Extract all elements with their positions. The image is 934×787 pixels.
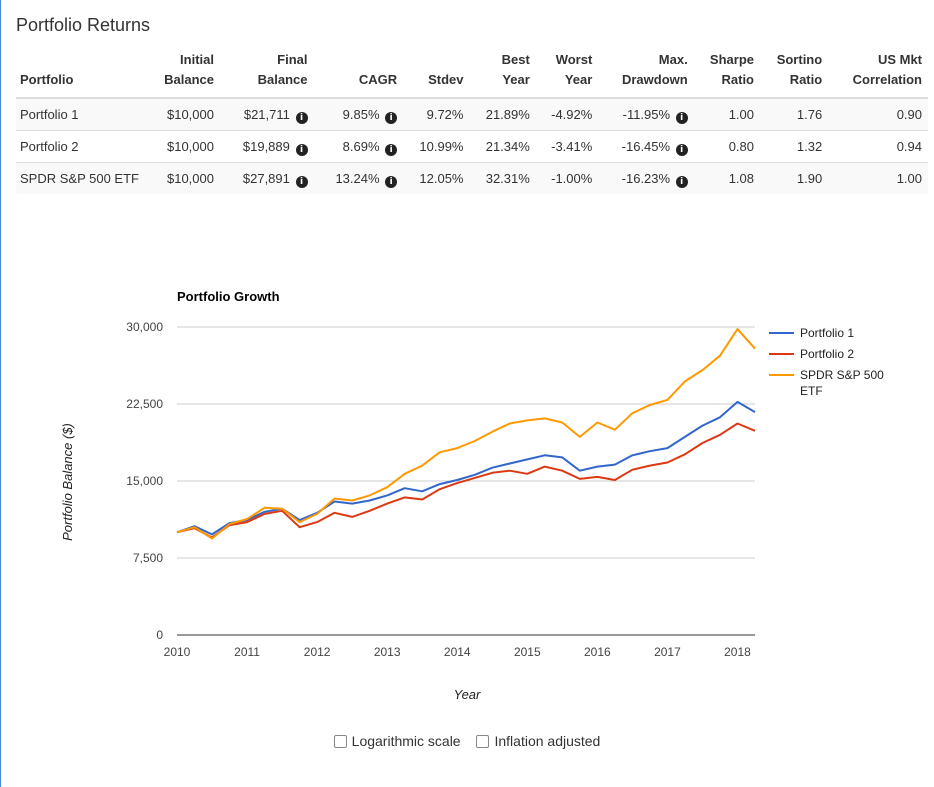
info-icon[interactable]: i bbox=[295, 176, 308, 188]
x-tick-label: 2013 bbox=[374, 645, 401, 659]
table-row: SPDR S&P 500 ETF $10,000 $27,891 i 13.24… bbox=[16, 162, 928, 194]
x-tick-label: 2014 bbox=[444, 645, 471, 659]
info-icon[interactable]: i bbox=[295, 144, 308, 156]
cell-correlation: 0.90 bbox=[828, 97, 928, 131]
cell-worst-year: -1.00% bbox=[535, 162, 599, 194]
col-final-balance: Final Balance bbox=[219, 50, 314, 99]
cell-initial: $10,000 bbox=[146, 97, 220, 131]
chart-options: Logarithmic scale Inflation adjusted bbox=[0, 733, 934, 751]
cell-cagr: 13.24% i bbox=[313, 162, 404, 194]
inflation-label: Inflation adjusted bbox=[494, 733, 601, 749]
y-tick-label: 7,500 bbox=[133, 551, 163, 565]
cell-worst-year: -3.41% bbox=[535, 130, 599, 163]
y-tick-label: 30,000 bbox=[126, 320, 163, 334]
cell-portfolio: SPDR S&P 500 ETF bbox=[16, 162, 146, 194]
col-sharpe-ratio: Sharpe Ratio bbox=[693, 50, 760, 99]
cell-max-drawdown: -11.95% i bbox=[598, 97, 694, 131]
cell-best-year: 21.34% bbox=[469, 130, 536, 163]
x-tick-label: 2018 bbox=[724, 645, 751, 659]
cell-initial: $10,000 bbox=[146, 162, 220, 194]
x-axis-label: Year bbox=[454, 687, 481, 702]
info-icon[interactable]: i bbox=[675, 176, 688, 188]
col-best-year: Best Year bbox=[469, 50, 536, 99]
cell-correlation: 0.94 bbox=[828, 130, 928, 163]
series-line-spdr-s-p-500-etf bbox=[176, 328, 756, 540]
log-scale-checkbox[interactable] bbox=[333, 734, 347, 748]
x-tick-label: 2015 bbox=[514, 645, 541, 659]
portfolio-returns-table: Portfolio Initial Balance Final Balance CA… bbox=[16, 50, 928, 194]
col-stdev: Stdev bbox=[403, 50, 470, 99]
x-tick-label: 2012 bbox=[304, 645, 331, 659]
cell-best-year: 32.31% bbox=[469, 162, 536, 194]
legend-label: Portfolio 2 bbox=[800, 347, 854, 361]
y-tick-label: 0 bbox=[156, 628, 163, 642]
x-tick-label: 2016 bbox=[584, 645, 611, 659]
cell-best-year: 21.89% bbox=[469, 97, 536, 131]
series-line-portfolio-1 bbox=[176, 400, 756, 536]
cell-final: $27,891 i bbox=[219, 162, 314, 194]
cell-cagr: 9.85% i bbox=[313, 97, 404, 131]
cell-sortino: 1.32 bbox=[760, 130, 829, 163]
cell-stdev: 9.72% bbox=[403, 97, 470, 131]
cell-sortino: 1.90 bbox=[760, 162, 829, 194]
legend-label: SPDR S&P 500 ETF bbox=[800, 368, 884, 398]
cell-initial: $10,000 bbox=[146, 130, 220, 163]
table-header-row: Portfolio Initial Balance Final Balance CA… bbox=[16, 50, 928, 99]
left-accent-bar bbox=[0, 0, 1, 787]
cell-final: $19,889 i bbox=[219, 130, 314, 163]
inflation-checkbox[interactable] bbox=[476, 734, 490, 748]
col-cagr: CAGR bbox=[313, 50, 404, 99]
cell-portfolio: Portfolio 2 bbox=[16, 130, 146, 163]
cell-portfolio: Portfolio 1 bbox=[16, 97, 146, 131]
cell-stdev: 10.99% bbox=[403, 130, 470, 163]
info-icon[interactable]: i bbox=[675, 144, 688, 156]
cell-sharpe: 0.80 bbox=[693, 130, 760, 163]
y-tick-label: 22,500 bbox=[126, 397, 163, 411]
log-scale-option[interactable]: Logarithmic scale bbox=[333, 733, 461, 749]
legend-label: Portfolio 1 bbox=[800, 326, 854, 340]
portfolio-growth-chart: Portfolio Growth 0 7,500 15,000 22,500 30,00… bbox=[60, 289, 884, 702]
y-tick-label: 15,000 bbox=[126, 474, 163, 488]
cell-max-drawdown: -16.23% i bbox=[598, 162, 694, 194]
series-line-portfolio-2 bbox=[176, 422, 756, 539]
x-tick-label: 2011 bbox=[234, 645, 260, 659]
info-icon[interactable]: i bbox=[385, 112, 398, 124]
log-scale-label: Logarithmic scale bbox=[351, 733, 461, 749]
table-row: Portfolio 1 $10,000 $21,711 i 9.85% i 9.… bbox=[16, 97, 928, 131]
cell-sortino: 1.76 bbox=[760, 97, 829, 131]
cell-sharpe: 1.08 bbox=[693, 162, 760, 194]
col-us-mkt-correlation: US Mkt Correlation bbox=[828, 50, 928, 99]
x-tick-label: 2017 bbox=[654, 645, 681, 659]
cell-final: $21,711 i bbox=[219, 97, 314, 131]
cell-max-drawdown: -16.45% i bbox=[598, 130, 694, 163]
col-max-drawdown: Max. Drawdown bbox=[598, 50, 694, 99]
info-icon[interactable]: i bbox=[675, 112, 688, 124]
inflation-option[interactable]: Inflation adjusted bbox=[476, 733, 600, 749]
info-icon[interactable]: i bbox=[385, 144, 398, 156]
cell-stdev: 12.05% bbox=[403, 162, 470, 194]
chart-title: Portfolio Growth bbox=[177, 289, 280, 304]
table-row: Portfolio 2 $10,000 $19,889 i 8.69% i 10… bbox=[16, 130, 928, 163]
x-tick-label: 2010 bbox=[164, 645, 191, 659]
col-sortino-ratio: Sortino Ratio bbox=[760, 50, 829, 99]
page-title: Portfolio Returns bbox=[16, 15, 151, 35]
cell-worst-year: -4.92% bbox=[535, 97, 599, 131]
y-axis-label: Portfolio Balance ($) bbox=[60, 423, 75, 541]
col-portfolio: Portfolio bbox=[16, 50, 146, 99]
cell-cagr: 8.69% i bbox=[313, 130, 404, 163]
info-icon[interactable]: i bbox=[295, 112, 308, 124]
cell-sharpe: 1.00 bbox=[693, 97, 760, 131]
col-initial-balance: Initial Balance bbox=[146, 50, 220, 99]
cell-correlation: 1.00 bbox=[828, 162, 928, 194]
info-icon[interactable]: i bbox=[385, 176, 398, 188]
col-worst-year: Worst Year bbox=[535, 50, 599, 99]
